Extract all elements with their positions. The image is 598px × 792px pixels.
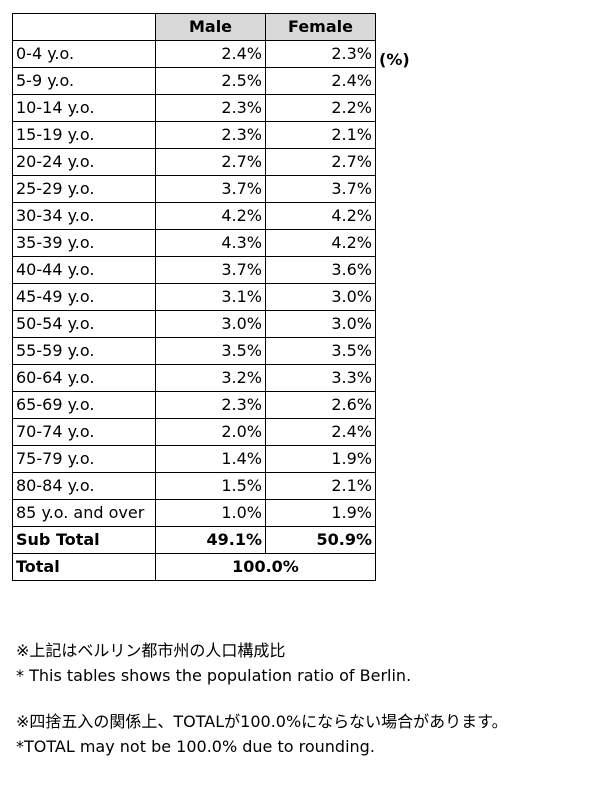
- subtotal-female: 50.9%: [265, 526, 376, 554]
- header-blank-cell: [12, 13, 156, 41]
- male-cell: 3.2%: [155, 364, 266, 392]
- male-cell: 1.4%: [155, 445, 266, 473]
- male-cell: 2.3%: [155, 121, 266, 149]
- total-row: Total 100.0%: [12, 553, 376, 581]
- total-value: 100.0%: [155, 553, 376, 581]
- age-cell: 70-74 y.o.: [12, 418, 156, 446]
- table-row: 45-49 y.o. 3.1% 3.0%: [12, 283, 376, 311]
- age-cell: 0-4 y.o.: [12, 40, 156, 68]
- age-cell: 80-84 y.o.: [12, 472, 156, 500]
- male-cell: 3.1%: [155, 283, 266, 311]
- age-cell: 20-24 y.o.: [12, 148, 156, 176]
- table-row: 30-34 y.o. 4.2% 4.2%: [12, 202, 376, 230]
- total-label: Total: [12, 553, 156, 581]
- table-row: 65-69 y.o. 2.3% 2.6%: [12, 391, 376, 419]
- table-row: 5-9 y.o. 2.5% 2.4%: [12, 67, 376, 95]
- note-rounding-ja: ※四捨五入の関係上、TOTALが100.0%にならない場合があります。: [16, 712, 508, 731]
- age-cell: 65-69 y.o.: [12, 391, 156, 419]
- table-row: 35-39 y.o. 4.3% 4.2%: [12, 229, 376, 257]
- male-cell: 2.3%: [155, 391, 266, 419]
- table-body: 0-4 y.o. 2.4% 2.3% 5-9 y.o. 2.5% 2.4% 10-14 y.…: [12, 40, 376, 527]
- age-cell: 5-9 y.o.: [12, 67, 156, 95]
- age-cell: 30-34 y.o.: [12, 202, 156, 230]
- age-cell: 40-44 y.o.: [12, 256, 156, 284]
- female-cell: 3.6%: [265, 256, 376, 284]
- female-cell: 4.2%: [265, 229, 376, 257]
- age-cell: 50-54 y.o.: [12, 310, 156, 338]
- table-row: 75-79 y.o. 1.4% 1.9%: [12, 445, 376, 473]
- table-row: 80-84 y.o. 1.5% 2.1%: [12, 472, 376, 500]
- male-cell: 3.5%: [155, 337, 266, 365]
- header-male: Male: [155, 13, 266, 41]
- female-cell: 2.1%: [265, 121, 376, 149]
- female-cell: 2.7%: [265, 148, 376, 176]
- age-cell: 10-14 y.o.: [12, 94, 156, 122]
- male-cell: 2.3%: [155, 94, 266, 122]
- population-table: Male Female 0-4 y.o. 2.4% 2.3% 5-9 y.o. 2.5%…: [12, 13, 376, 581]
- male-cell: 4.3%: [155, 229, 266, 257]
- note-source-en: * This tables shows the population ratio…: [16, 666, 412, 685]
- female-cell: 3.5%: [265, 337, 376, 365]
- table-row: 40-44 y.o. 3.7% 3.6%: [12, 256, 376, 284]
- male-cell: 4.2%: [155, 202, 266, 230]
- age-cell: 60-64 y.o.: [12, 364, 156, 392]
- age-cell: 35-39 y.o.: [12, 229, 156, 257]
- age-cell: 85 y.o. and over: [12, 499, 156, 527]
- table-row: 10-14 y.o. 2.3% 2.2%: [12, 94, 376, 122]
- female-cell: 2.4%: [265, 418, 376, 446]
- subtotal-row: Sub Total 49.1% 50.9%: [12, 526, 376, 554]
- male-cell: 1.0%: [155, 499, 266, 527]
- age-cell: 25-29 y.o.: [12, 175, 156, 203]
- age-cell: 15-19 y.o.: [12, 121, 156, 149]
- female-cell: 3.7%: [265, 175, 376, 203]
- header-female: Female: [265, 13, 376, 41]
- female-cell: 2.4%: [265, 67, 376, 95]
- female-cell: 4.2%: [265, 202, 376, 230]
- male-cell: 3.0%: [155, 310, 266, 338]
- table-row: 0-4 y.o. 2.4% 2.3%: [12, 40, 376, 68]
- header-row: Male Female: [12, 13, 376, 41]
- male-cell: 3.7%: [155, 175, 266, 203]
- age-cell: 55-59 y.o.: [12, 337, 156, 365]
- age-cell: 75-79 y.o.: [12, 445, 156, 473]
- table-row: 85 y.o. and over 1.0% 1.9%: [12, 499, 376, 527]
- table-row: 60-64 y.o. 3.2% 3.3%: [12, 364, 376, 392]
- male-cell: 2.5%: [155, 67, 266, 95]
- female-cell: 3.0%: [265, 310, 376, 338]
- note-rounding-en: *TOTAL may not be 100.0% due to rounding…: [16, 737, 375, 756]
- table-row: 70-74 y.o. 2.0% 2.4%: [12, 418, 376, 446]
- subtotal-label: Sub Total: [12, 526, 156, 554]
- table-row: 50-54 y.o. 3.0% 3.0%: [12, 310, 376, 338]
- male-cell: 2.7%: [155, 148, 266, 176]
- female-cell: 1.9%: [265, 499, 376, 527]
- table-row: 20-24 y.o. 2.7% 2.7%: [12, 148, 376, 176]
- male-cell: 3.7%: [155, 256, 266, 284]
- female-cell: 2.6%: [265, 391, 376, 419]
- note-source-ja: ※上記はベルリン都市州の人口構成比: [16, 641, 286, 660]
- male-cell: 1.5%: [155, 472, 266, 500]
- male-cell: 2.4%: [155, 40, 266, 68]
- subtotal-male: 49.1%: [155, 526, 266, 554]
- notes: ※上記はベルリン都市州の人口構成比 * This tables shows th…: [16, 638, 508, 759]
- unit-label: (%): [379, 50, 410, 69]
- male-cell: 2.0%: [155, 418, 266, 446]
- age-cell: 45-49 y.o.: [12, 283, 156, 311]
- female-cell: 3.3%: [265, 364, 376, 392]
- table-row: 15-19 y.o. 2.3% 2.1%: [12, 121, 376, 149]
- table-row: 25-29 y.o. 3.7% 3.7%: [12, 175, 376, 203]
- female-cell: 1.9%: [265, 445, 376, 473]
- female-cell: 2.1%: [265, 472, 376, 500]
- female-cell: 2.2%: [265, 94, 376, 122]
- female-cell: 2.3%: [265, 40, 376, 68]
- table-row: 55-59 y.o. 3.5% 3.5%: [12, 337, 376, 365]
- female-cell: 3.0%: [265, 283, 376, 311]
